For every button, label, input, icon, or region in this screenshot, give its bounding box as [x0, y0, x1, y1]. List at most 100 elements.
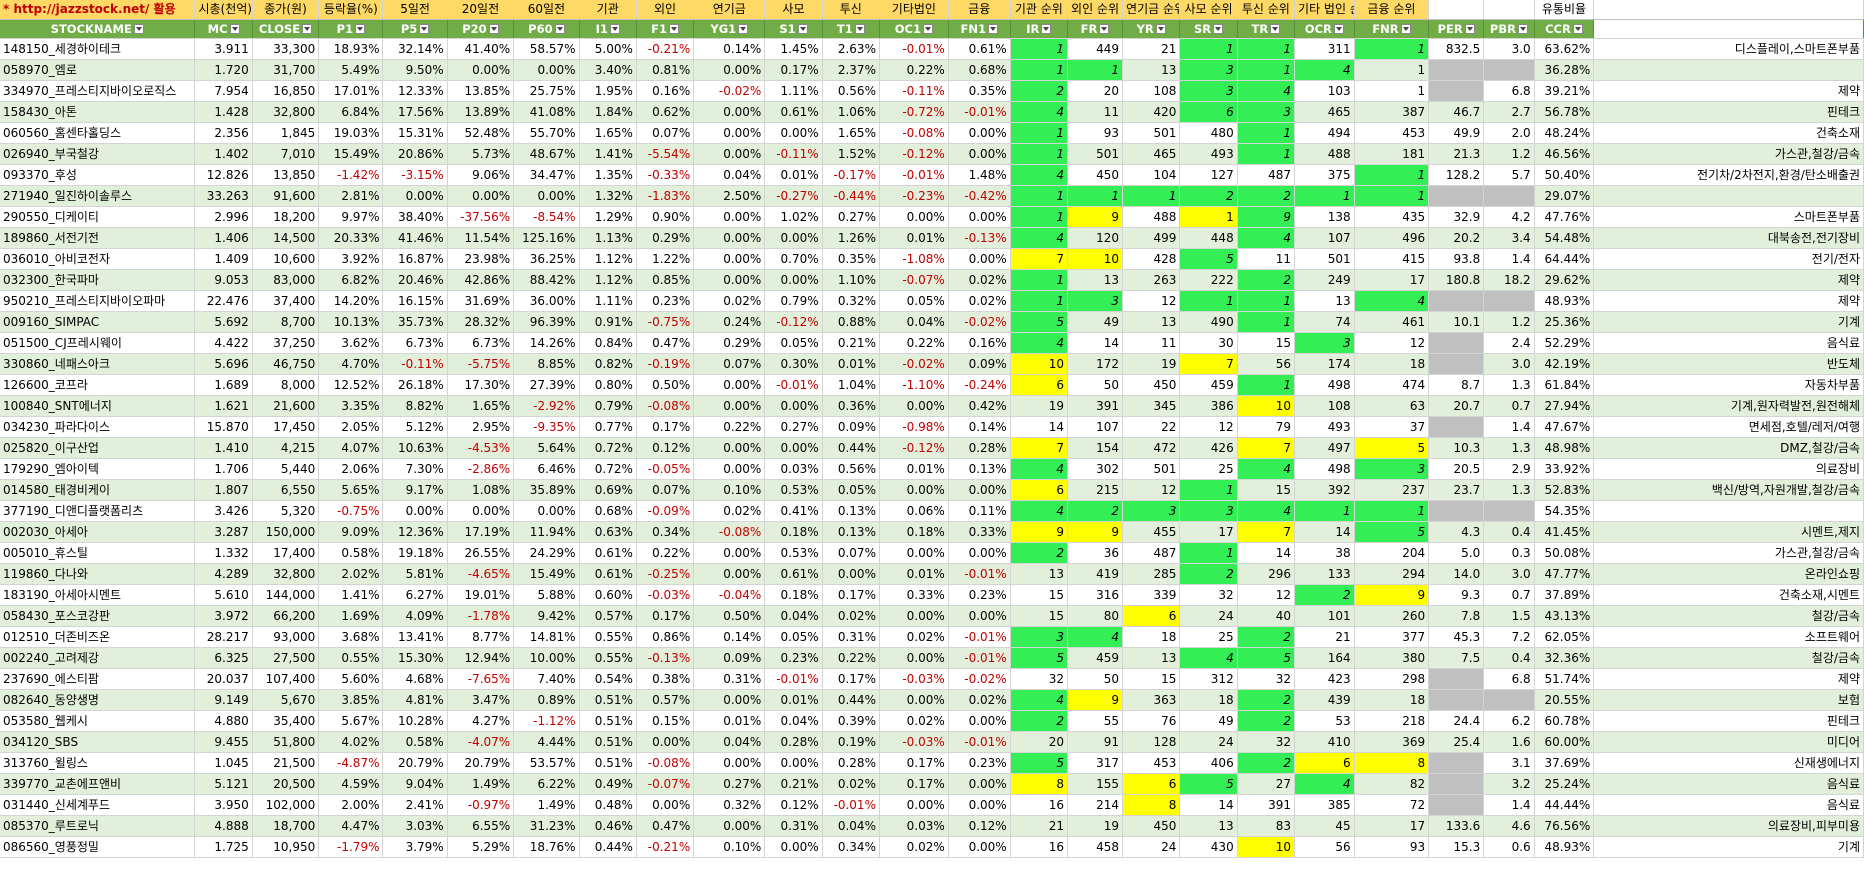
sector-cell[interactable] [1593, 59, 1864, 81]
data-cell[interactable]: 9 [1237, 206, 1296, 228]
data-cell[interactable]: 0.00% [948, 479, 1011, 501]
data-cell[interactable]: 0.33% [879, 584, 949, 606]
data-cell[interactable]: 2 [1067, 500, 1124, 522]
filter-dropdown-icon[interactable] [1572, 24, 1583, 34]
data-cell[interactable]: 120 [1067, 227, 1124, 249]
data-cell[interactable]: -9.35% [513, 416, 580, 438]
sector-cell[interactable]: 가스관,철강/금속 [1593, 542, 1864, 564]
data-cell[interactable]: 4.70% [318, 353, 384, 375]
data-cell[interactable]: 0.69% [579, 479, 637, 501]
table-row[interactable]: 334970_프레스티지바이오로직스 7.954 16,850 17.01% 12.33… [0, 80, 1864, 102]
data-cell[interactable]: 27.94% [1534, 395, 1595, 417]
data-cell[interactable]: 6.84% [318, 101, 384, 123]
data-cell[interactable]: -0.75% [318, 500, 384, 522]
data-cell[interactable]: 0.27% [822, 206, 880, 228]
data-cell[interactable]: 15.49% [318, 143, 384, 165]
filter-dropdown-icon[interactable] [1464, 24, 1475, 34]
stock-name-cell[interactable]: 002030_아세아 [0, 521, 196, 543]
data-cell[interactable]: 5.0 [1428, 542, 1485, 564]
stock-name-cell[interactable]: 051500_CJ프레시웨이 [0, 332, 196, 354]
data-cell[interactable]: -0.07% [879, 269, 949, 291]
data-cell[interactable]: 0.04% [693, 731, 766, 753]
data-cell[interactable]: 4 [1237, 458, 1296, 480]
data-cell[interactable]: -0.02% [948, 311, 1011, 333]
data-cell[interactable]: 0.84% [579, 332, 637, 354]
data-cell[interactable]: 0.00% [693, 227, 766, 249]
data-cell[interactable]: 62.05% [1534, 626, 1595, 648]
data-cell[interactable]: 0.00% [513, 59, 580, 81]
data-cell[interactable]: 0.00% [948, 248, 1011, 270]
data-cell[interactable] [1428, 290, 1485, 312]
data-cell[interactable]: 0.18% [764, 521, 823, 543]
data-cell[interactable]: 3.426 [194, 500, 253, 522]
data-cell[interactable]: -4.07% [447, 731, 515, 753]
stock-name-cell[interactable]: 093370_후성 [0, 164, 196, 186]
data-cell[interactable]: 3.972 [194, 605, 253, 627]
data-cell[interactable]: 18 [1122, 626, 1181, 648]
data-cell[interactable]: 0.13% [948, 458, 1011, 480]
table-row[interactable]: 034230_파라다이스 15.870 17,450 2.05% 5.12% 2.95% -… [0, 416, 1864, 438]
sector-cell[interactable]: 음식료 [1593, 332, 1864, 354]
data-cell[interactable]: 1.65% [447, 395, 515, 417]
data-cell[interactable]: 0.61% [579, 563, 637, 585]
data-cell[interactable]: 0.22% [879, 332, 949, 354]
data-cell[interactable]: 12.33% [382, 80, 448, 102]
data-cell[interactable]: 20 [1010, 731, 1069, 753]
data-cell[interactable]: 25.4 [1428, 731, 1485, 753]
data-cell[interactable]: 497 [1294, 437, 1355, 459]
sector-cell[interactable]: 전기차/2차전지,환경/탄소배출권 [1593, 164, 1864, 186]
data-cell[interactable]: 0.50% [636, 374, 695, 396]
data-cell[interactable]: 14.81% [513, 626, 580, 648]
data-cell[interactable]: 18.2 [1483, 269, 1535, 291]
data-cell[interactable]: 2.37% [822, 59, 880, 81]
data-cell[interactable]: 15 [1237, 479, 1296, 501]
data-cell[interactable]: 20.037 [194, 668, 253, 690]
data-cell[interactable]: 3.287 [194, 521, 253, 543]
data-cell[interactable]: 0.18% [764, 584, 823, 606]
data-cell[interactable]: 5.7 [1483, 164, 1535, 186]
data-cell[interactable]: 18,200 [252, 206, 320, 228]
data-cell[interactable]: 52.83% [1534, 479, 1595, 501]
data-cell[interactable]: 0.00% [764, 836, 823, 858]
data-cell[interactable]: 1.13% [579, 227, 637, 249]
data-cell[interactable]: 487 [1237, 164, 1296, 186]
data-cell[interactable]: 96.39% [513, 311, 580, 333]
data-cell[interactable]: -1.83% [636, 185, 695, 207]
data-cell[interactable]: 218 [1354, 710, 1430, 732]
data-cell[interactable]: 0.51% [579, 752, 637, 774]
data-cell[interactable]: 20.46% [382, 269, 448, 291]
data-cell[interactable]: 0.00% [948, 836, 1011, 858]
data-cell[interactable]: 15.49% [513, 563, 580, 585]
data-cell[interactable]: 410 [1294, 731, 1355, 753]
data-cell[interactable]: 0.01% [693, 710, 766, 732]
data-cell[interactable]: 25.36% [1534, 311, 1595, 333]
data-cell[interactable]: 17.30% [447, 374, 515, 396]
sector-cell[interactable]: 핀테크 [1593, 101, 1864, 123]
data-cell[interactable]: 6 [1122, 773, 1181, 795]
data-cell[interactable]: 1 [1179, 206, 1238, 228]
data-cell[interactable]: 0.42% [948, 395, 1011, 417]
data-cell[interactable]: -0.23% [879, 185, 949, 207]
column-header-fr[interactable]: FR [1067, 19, 1124, 39]
data-cell[interactable]: 4.888 [194, 815, 253, 837]
data-cell[interactable]: 76.56% [1534, 815, 1595, 837]
stock-name-cell[interactable]: 058430_포스코강판 [0, 605, 196, 627]
data-cell[interactable]: 12.94% [447, 647, 515, 669]
data-cell[interactable]: -0.01% [948, 101, 1011, 123]
sector-cell[interactable]: 온라인쇼핑 [1593, 563, 1864, 585]
data-cell[interactable] [1428, 416, 1485, 438]
data-cell[interactable]: 31.23% [513, 815, 580, 837]
data-cell[interactable]: 83,000 [252, 269, 320, 291]
data-cell[interactable]: 15 [1237, 332, 1296, 354]
data-cell[interactable]: 7.2 [1483, 626, 1535, 648]
data-cell[interactable]: 42.19% [1534, 353, 1595, 375]
data-cell[interactable]: 0.17% [879, 773, 949, 795]
data-cell[interactable]: 18,700 [252, 815, 320, 837]
data-cell[interactable]: 0.55% [579, 647, 637, 669]
data-cell[interactable]: 1.720 [194, 59, 253, 81]
data-cell[interactable]: 0.16% [636, 80, 695, 102]
filter-dropdown-icon[interactable] [488, 24, 499, 34]
data-cell[interactable]: 10,600 [252, 248, 320, 270]
table-row[interactable]: 009160_SIMPAC 5.692 8,700 10.13% 35.73% 28.32… [0, 311, 1864, 333]
data-cell[interactable]: 0.13% [822, 500, 880, 522]
